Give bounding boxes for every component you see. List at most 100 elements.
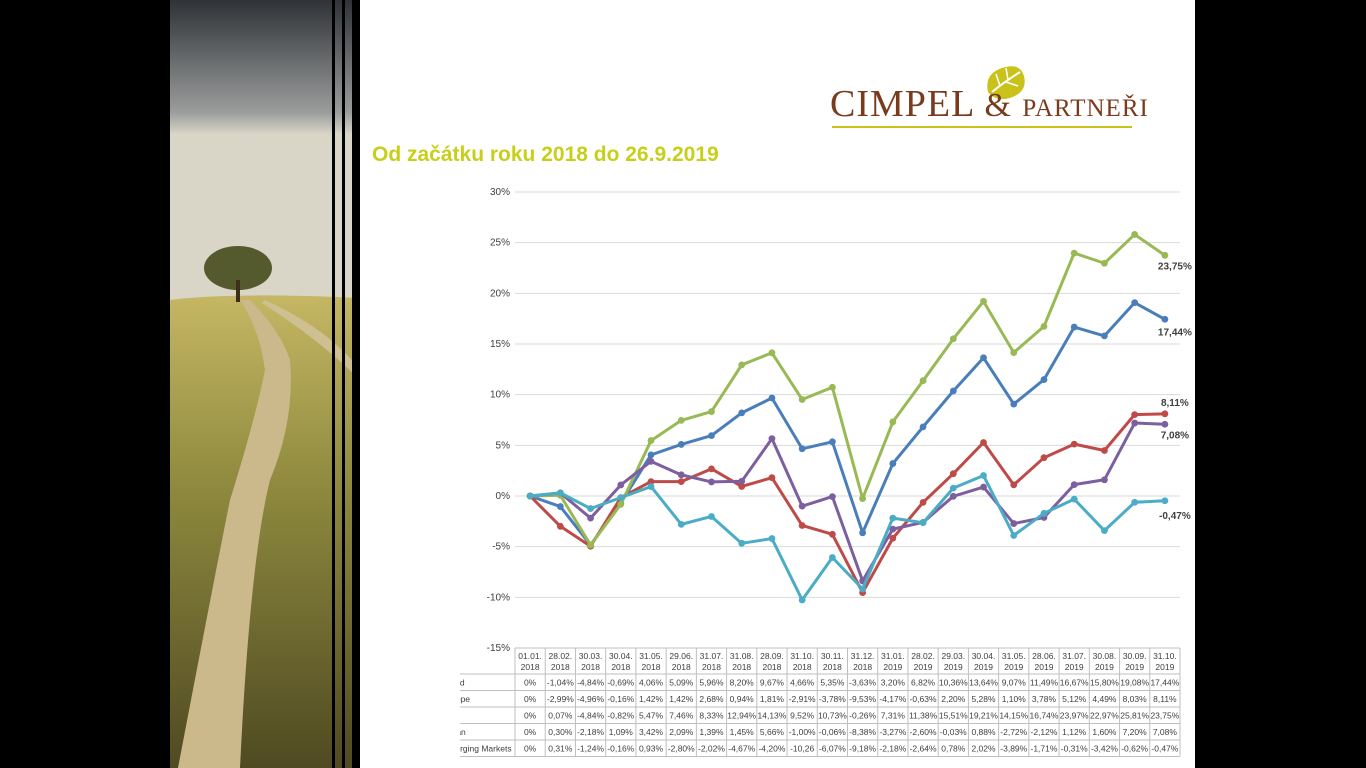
data-point [587, 514, 594, 522]
x-category-label: 31.10. [790, 651, 814, 661]
table-cell-value: 8,20% [730, 677, 755, 687]
table-cell-value: -1,04% [547, 677, 574, 687]
data-point [1040, 322, 1048, 330]
x-category-year: 2018 [853, 662, 872, 672]
x-category-label: 30.08. [1093, 651, 1117, 661]
data-point [677, 471, 685, 479]
x-category-label: 30.04. [609, 651, 633, 661]
table-cell-value: 0% [524, 710, 537, 720]
data-point [1101, 447, 1108, 454]
table-cell-value: 23,97% [1060, 710, 1089, 720]
table-cell-value: -0,31% [1061, 743, 1088, 753]
table-cell-value: -3,63% [849, 677, 876, 687]
slide-title: Od začátku roku 2018 do 26.9.2019 [372, 143, 719, 166]
data-point [708, 432, 715, 440]
data-point [1070, 323, 1078, 331]
data-point [556, 489, 564, 497]
logo-underline [832, 126, 1132, 128]
y-tick-label: -15% [487, 643, 510, 654]
data-point [980, 297, 987, 305]
table-cell-value: -0,62% [1121, 743, 1148, 753]
data-point [708, 478, 715, 486]
table-cell-value: 15,51% [939, 710, 968, 720]
table-cell-value: -2,64% [910, 743, 937, 753]
table-cell-value: 9,52% [790, 710, 815, 720]
table-cell-value: 1,81% [760, 694, 785, 704]
x-category-label: 31.08. [730, 651, 754, 661]
x-category-label: 30.09. [1123, 651, 1147, 661]
data-point [1161, 420, 1169, 428]
x-category-label: 28.06. [1032, 651, 1056, 661]
table-cell-value: 0% [524, 743, 537, 753]
data-point [1040, 454, 1048, 462]
table-cell-value: -4,67% [728, 743, 755, 753]
end-data-label: 23,75% [1158, 261, 1192, 272]
table-cell-value: 8,33% [699, 710, 724, 720]
x-category-year: 2018 [611, 662, 630, 672]
data-point [1070, 495, 1078, 503]
table-cell-value: -4,20% [758, 743, 785, 753]
table-cell-value: 11,38% [909, 710, 938, 720]
table-cell-value: 10,36% [939, 677, 968, 687]
x-category-year: 2018 [642, 662, 661, 672]
table-cell-value: -10,26 [790, 743, 814, 753]
x-category-label: 31.01. [881, 651, 905, 661]
table-cell-value: -0,16% [607, 743, 634, 753]
data-point [1161, 251, 1169, 259]
data-point [1161, 315, 1169, 323]
table-cell-value: -3,89% [1000, 743, 1027, 753]
table-cell-value: -2,72% [1000, 727, 1027, 737]
table-cell-value: 1,60% [1092, 727, 1117, 737]
legend-series-name: MSCI Japan [460, 727, 466, 737]
data-point [949, 387, 957, 395]
data-point [1010, 400, 1018, 408]
table-cell-value: 22,97% [1090, 710, 1119, 720]
table-cell-value: -3,42% [1091, 743, 1118, 753]
table-cell-value: 1,42% [669, 694, 694, 704]
x-category-label: 31.05. [639, 651, 663, 661]
data-point [980, 472, 987, 479]
series-line [529, 474, 1165, 602]
table-cell-value: 15,80% [1090, 677, 1119, 687]
legend-series-name: MSCI World [460, 677, 465, 687]
table-cell-value: -1,71% [1031, 743, 1058, 753]
table-cell-value: -4,17% [879, 694, 906, 704]
table-cell-value: 0% [524, 677, 537, 687]
data-point [1161, 497, 1169, 505]
x-category-year: 2019 [974, 662, 993, 672]
x-category-year: 2019 [883, 662, 902, 672]
data-point [768, 394, 776, 402]
table-cell-value: -3,78% [819, 694, 846, 704]
data-point [647, 478, 655, 486]
logo-name: CIMPEL [830, 83, 974, 125]
data-point [556, 522, 564, 530]
x-category-label: 28.09. [760, 651, 784, 661]
data-point [587, 541, 594, 549]
series-line [529, 412, 1165, 595]
table-cell-value: 1,39% [699, 727, 724, 737]
table-cell-value: 19,21% [969, 710, 998, 720]
table-cell-value: 5,35% [820, 677, 845, 687]
table-cell-value: 8,03% [1123, 694, 1148, 704]
table-cell-value: 0,88% [971, 727, 996, 737]
table-cell-value: -4,96% [577, 694, 604, 704]
data-point [798, 522, 806, 529]
data-point [677, 441, 685, 448]
table-cell-value: -2,18% [577, 727, 604, 737]
data-point [738, 483, 746, 490]
data-point [1040, 376, 1048, 383]
data-point [980, 483, 987, 491]
data-point [1131, 231, 1139, 238]
x-category-label: 31.10. [1153, 651, 1177, 661]
company-logo: CIMPEL & PARTNEŘI [830, 62, 1150, 132]
table-cell-value: 13,64% [969, 677, 998, 687]
table-cell-value: -0,63% [910, 694, 937, 704]
table-cell-value: 9,07% [1002, 677, 1027, 687]
table-cell-value: 1,12% [1062, 727, 1087, 737]
table-cell-value: 2,02% [971, 743, 996, 753]
x-category-year: 2018 [732, 662, 751, 672]
table-cell-value: 4,06% [639, 677, 664, 687]
data-point [587, 505, 594, 512]
x-category-label: 31.05. [1002, 651, 1026, 661]
table-cell-value: 2,20% [941, 694, 966, 704]
